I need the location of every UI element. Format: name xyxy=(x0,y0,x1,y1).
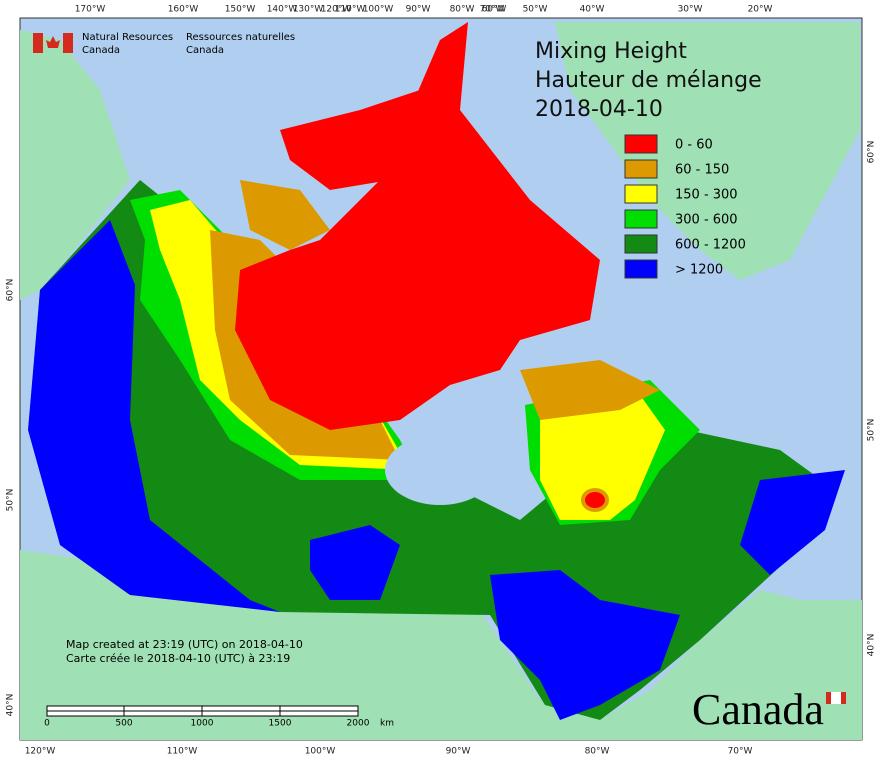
scale-label: 1000 xyxy=(191,719,214,729)
legend-label: 0 - 60 xyxy=(675,138,713,153)
legend-swatch xyxy=(624,209,658,229)
longitude-label: 160°W xyxy=(168,5,199,15)
longitude-label: 20°W xyxy=(748,5,773,15)
title: Hauteur de mélange xyxy=(535,68,762,93)
scale-segment xyxy=(123,710,203,717)
longitude-label: 70°W xyxy=(480,5,505,15)
scale-segment xyxy=(46,710,125,717)
longitude-label: 120°W xyxy=(321,5,352,15)
canada-regions xyxy=(28,22,845,720)
latitude-label: 60°N xyxy=(867,141,877,164)
longitude-label: 60°W xyxy=(482,5,507,15)
map-note: Map created at 23:19 (UTC) on 2018-04-10 xyxy=(66,638,303,651)
longitude-label: 100°W xyxy=(363,5,394,15)
longitude-label: 80°W xyxy=(450,5,475,15)
longitude-label: 130°W xyxy=(293,5,324,15)
longitude-label: 110°W xyxy=(335,5,366,15)
latitude-label: 40°N xyxy=(6,694,16,717)
legend-swatch xyxy=(624,259,658,279)
legend-label: 60 - 150 xyxy=(675,163,729,178)
longitude-label: 110°W xyxy=(167,747,198,757)
longitude-label: 80°W xyxy=(585,747,610,757)
scale-segment xyxy=(46,705,125,712)
latitude-label: 50°N xyxy=(867,419,877,442)
scale-label: 1500 xyxy=(269,719,292,729)
scale-label: 500 xyxy=(115,719,132,729)
longitude-label: 90°W xyxy=(406,5,431,15)
agency-name: Ressources naturelles xyxy=(186,32,295,43)
scale-segment xyxy=(279,705,359,712)
longitude-label: 40°W xyxy=(580,5,605,15)
legend-swatch xyxy=(624,184,658,204)
agency-name: Canada xyxy=(186,45,224,56)
legend-label: > 1200 xyxy=(675,263,723,278)
longitude-label: 170°W xyxy=(75,5,106,15)
legend-swatch xyxy=(624,234,658,254)
scale-unit: km xyxy=(380,719,394,729)
legend-swatch xyxy=(624,134,658,154)
longitude-label: 140°W xyxy=(267,5,298,15)
title: 2018-04-10 xyxy=(535,97,663,122)
scale-segment xyxy=(123,705,203,712)
scale-segment xyxy=(279,710,359,717)
wordmark-flag xyxy=(831,692,841,704)
scale-label: 2000 xyxy=(347,719,370,729)
longitude-label: 50°W xyxy=(523,5,548,15)
scale-segment xyxy=(201,705,281,712)
legend-label: 300 - 600 xyxy=(675,213,738,228)
longitude-label: 70°W xyxy=(728,747,753,757)
neighbour-land xyxy=(20,22,862,740)
legend-swatch xyxy=(624,159,658,179)
agency-name: Natural Resources xyxy=(82,32,173,43)
longitude-label: 30°W xyxy=(678,5,703,15)
legend-label: 150 - 300 xyxy=(675,188,738,203)
latitude-label: 60°N xyxy=(6,279,16,302)
longitude-label: 90°W xyxy=(446,747,471,757)
map-note: Carte créée le 2018-04-10 (UTC) à 23:19 xyxy=(66,652,290,665)
longitude-label: 150°W xyxy=(225,5,256,15)
agency-name: Canada xyxy=(82,45,120,56)
logo xyxy=(33,33,73,53)
title: Mixing Height xyxy=(535,39,687,64)
scale-label: 0 xyxy=(44,719,50,729)
scale-segment xyxy=(201,710,281,717)
legend-label: 600 - 1200 xyxy=(675,238,746,253)
latitude-label: 50°N xyxy=(6,489,16,512)
wordmark: Canada xyxy=(692,685,824,734)
latitude-label: 40°N xyxy=(867,634,877,657)
longitude-label: 100°W xyxy=(305,747,336,757)
longitude-label: 120°W xyxy=(25,747,56,757)
